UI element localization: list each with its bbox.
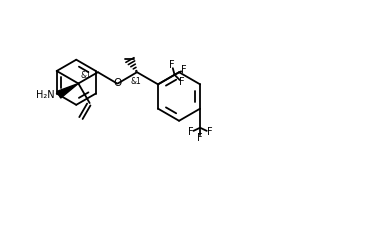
Text: F: F bbox=[181, 65, 187, 75]
Text: F: F bbox=[207, 127, 212, 137]
Text: H₂N: H₂N bbox=[36, 90, 54, 100]
Text: F: F bbox=[169, 60, 175, 70]
Text: &1: &1 bbox=[131, 77, 142, 86]
Text: F: F bbox=[180, 77, 185, 87]
Text: F: F bbox=[188, 127, 194, 137]
Text: O: O bbox=[113, 79, 122, 89]
Polygon shape bbox=[57, 84, 78, 98]
Text: F: F bbox=[197, 133, 203, 143]
Text: &1: &1 bbox=[80, 71, 91, 80]
